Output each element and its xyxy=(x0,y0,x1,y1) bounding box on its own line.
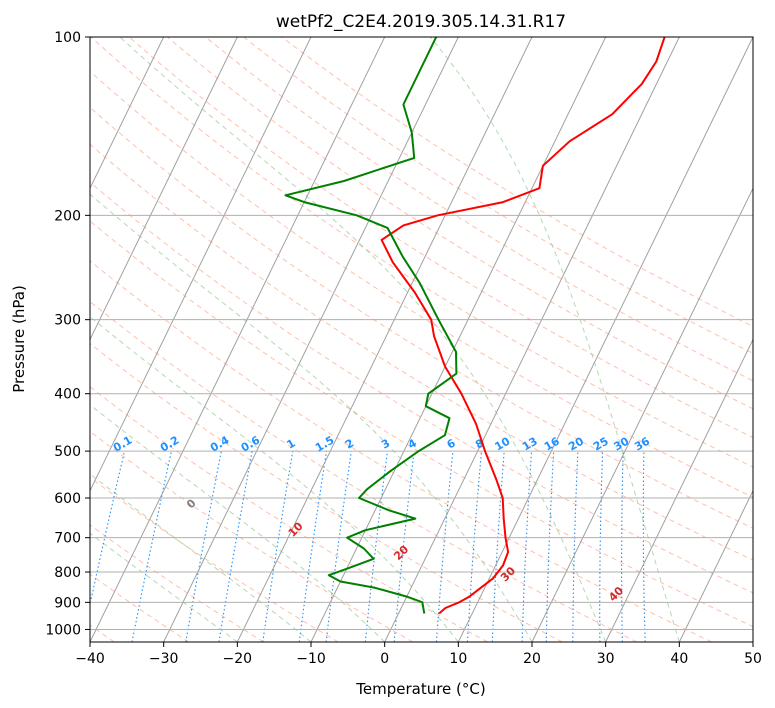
y-axis-label: Pressure (hPa) xyxy=(10,285,28,393)
mixing-ratio-label: 4 xyxy=(406,436,419,451)
dry-adiabat-line xyxy=(281,37,753,328)
dry-adiabat-line xyxy=(128,37,753,439)
mixing-ratio-label: 1 xyxy=(284,437,297,452)
plot-frame xyxy=(89,36,754,643)
x-tick-label: 30 xyxy=(597,651,615,667)
mixing-ratio-line xyxy=(572,451,579,642)
dry-adiabat-line xyxy=(90,260,712,642)
isotherm-line xyxy=(163,37,459,642)
dry-adiabat-line xyxy=(166,37,753,410)
dry-adiabat-line xyxy=(90,300,638,642)
mixing-ratio-label: 6 xyxy=(445,436,458,451)
isotherm-line xyxy=(678,489,753,642)
y-tick-label: 1000 xyxy=(45,622,81,638)
temperature-profile-line xyxy=(380,37,666,615)
x-tick-label: −10 xyxy=(296,651,326,667)
y-tick-label: 100 xyxy=(54,30,81,46)
isotherm-line xyxy=(384,37,680,642)
y-tick-label: 300 xyxy=(54,313,81,329)
y-tick-label: 200 xyxy=(54,208,81,224)
x-tick-label: −30 xyxy=(149,651,179,667)
y-tick-label: 800 xyxy=(54,565,81,581)
mixing-ratio-line xyxy=(218,450,253,642)
mixing-ratio-line xyxy=(435,451,454,642)
isotherm-line xyxy=(90,37,165,190)
x-tick-label: 0 xyxy=(380,651,389,667)
dry-adiabat-line xyxy=(90,106,753,529)
mixing-ratio-line xyxy=(642,451,646,642)
dry-adiabat-label: 40 xyxy=(606,584,626,604)
dry-adiabat-line xyxy=(90,476,339,642)
isotherm-line xyxy=(752,640,753,642)
isotherm-line xyxy=(90,37,238,341)
dry-adiabat-line xyxy=(205,37,753,382)
isotherm-line xyxy=(457,37,753,642)
y-tick-label: 700 xyxy=(54,531,81,547)
isotherm-line xyxy=(310,37,607,642)
x-tick-label: 40 xyxy=(670,651,688,667)
mixing-ratio-line xyxy=(393,451,415,642)
dry-adiabat-line xyxy=(90,386,488,642)
mixing-ratio-line xyxy=(545,451,555,642)
isotherm-line xyxy=(605,338,753,642)
chart-title: wetPf2_C2E4.2019.305.14.31.R17 xyxy=(276,12,566,32)
mixing-ratio-line xyxy=(325,451,352,642)
mixing-ratio-line xyxy=(131,450,172,642)
mixing-ratio-line xyxy=(621,451,624,642)
dry-adiabat-line xyxy=(90,143,753,561)
gridlines xyxy=(90,37,753,642)
mixing-ratio-line xyxy=(185,450,222,642)
y-tick-label: 400 xyxy=(54,387,81,403)
moist-adiabat-line xyxy=(90,316,459,642)
isotherm-line xyxy=(531,187,753,642)
adiabat-labels: 0.10.20.40.611.52346810131620253036-100-… xyxy=(15,415,652,604)
mixing-ratio-line xyxy=(90,450,126,607)
y-axis-ticks: 100 200 300 400 500 600 700 800 900 1000 xyxy=(45,30,90,638)
moist-adiabat-line xyxy=(90,193,533,642)
y-tick-label: 600 xyxy=(54,491,81,507)
moist-adiabat-line xyxy=(429,37,680,642)
y-tick-label: 900 xyxy=(54,595,81,611)
sounding-profiles xyxy=(284,37,666,615)
dry-adiabat-line xyxy=(90,181,753,594)
isotherm-line xyxy=(236,37,533,642)
thermodynamic-background xyxy=(90,37,753,642)
x-tick-label: 50 xyxy=(744,651,762,667)
dry-adiabat-label: 20 xyxy=(391,543,411,563)
x-tick-label: −40 xyxy=(75,651,105,667)
mixing-ratio-line xyxy=(364,451,389,642)
moist-adiabat-line xyxy=(119,37,607,642)
dry-adiabat-line xyxy=(90,573,190,642)
moist-adiabat-line xyxy=(90,404,386,642)
x-axis-ticks: −40 −30 −20 −10 0 10 20 30 40 50 xyxy=(75,642,762,667)
dry-adiabat-line xyxy=(90,37,753,468)
mixing-ratio-line xyxy=(599,451,604,642)
y-tick-label: 500 xyxy=(54,444,81,460)
x-axis-label: Temperature (°C) xyxy=(355,680,485,698)
dry-adiabat-label: -10 xyxy=(15,415,38,438)
isotherm-line xyxy=(90,37,312,492)
dry-adiabat-line xyxy=(90,220,753,628)
mixing-ratio-line xyxy=(491,451,505,642)
mixing-ratio-line xyxy=(298,451,328,642)
mixing-ratio-line xyxy=(262,451,294,642)
x-tick-label: −20 xyxy=(223,651,253,667)
x-tick-label: 10 xyxy=(449,651,467,667)
x-tick-label: 20 xyxy=(523,651,541,667)
isotherm-line xyxy=(90,37,386,642)
mixing-ratio-line xyxy=(466,451,483,642)
dry-adiabat-line xyxy=(243,37,753,354)
mixing-ratio-label: 3 xyxy=(379,437,392,452)
dewpoint-profile-line xyxy=(284,37,458,614)
